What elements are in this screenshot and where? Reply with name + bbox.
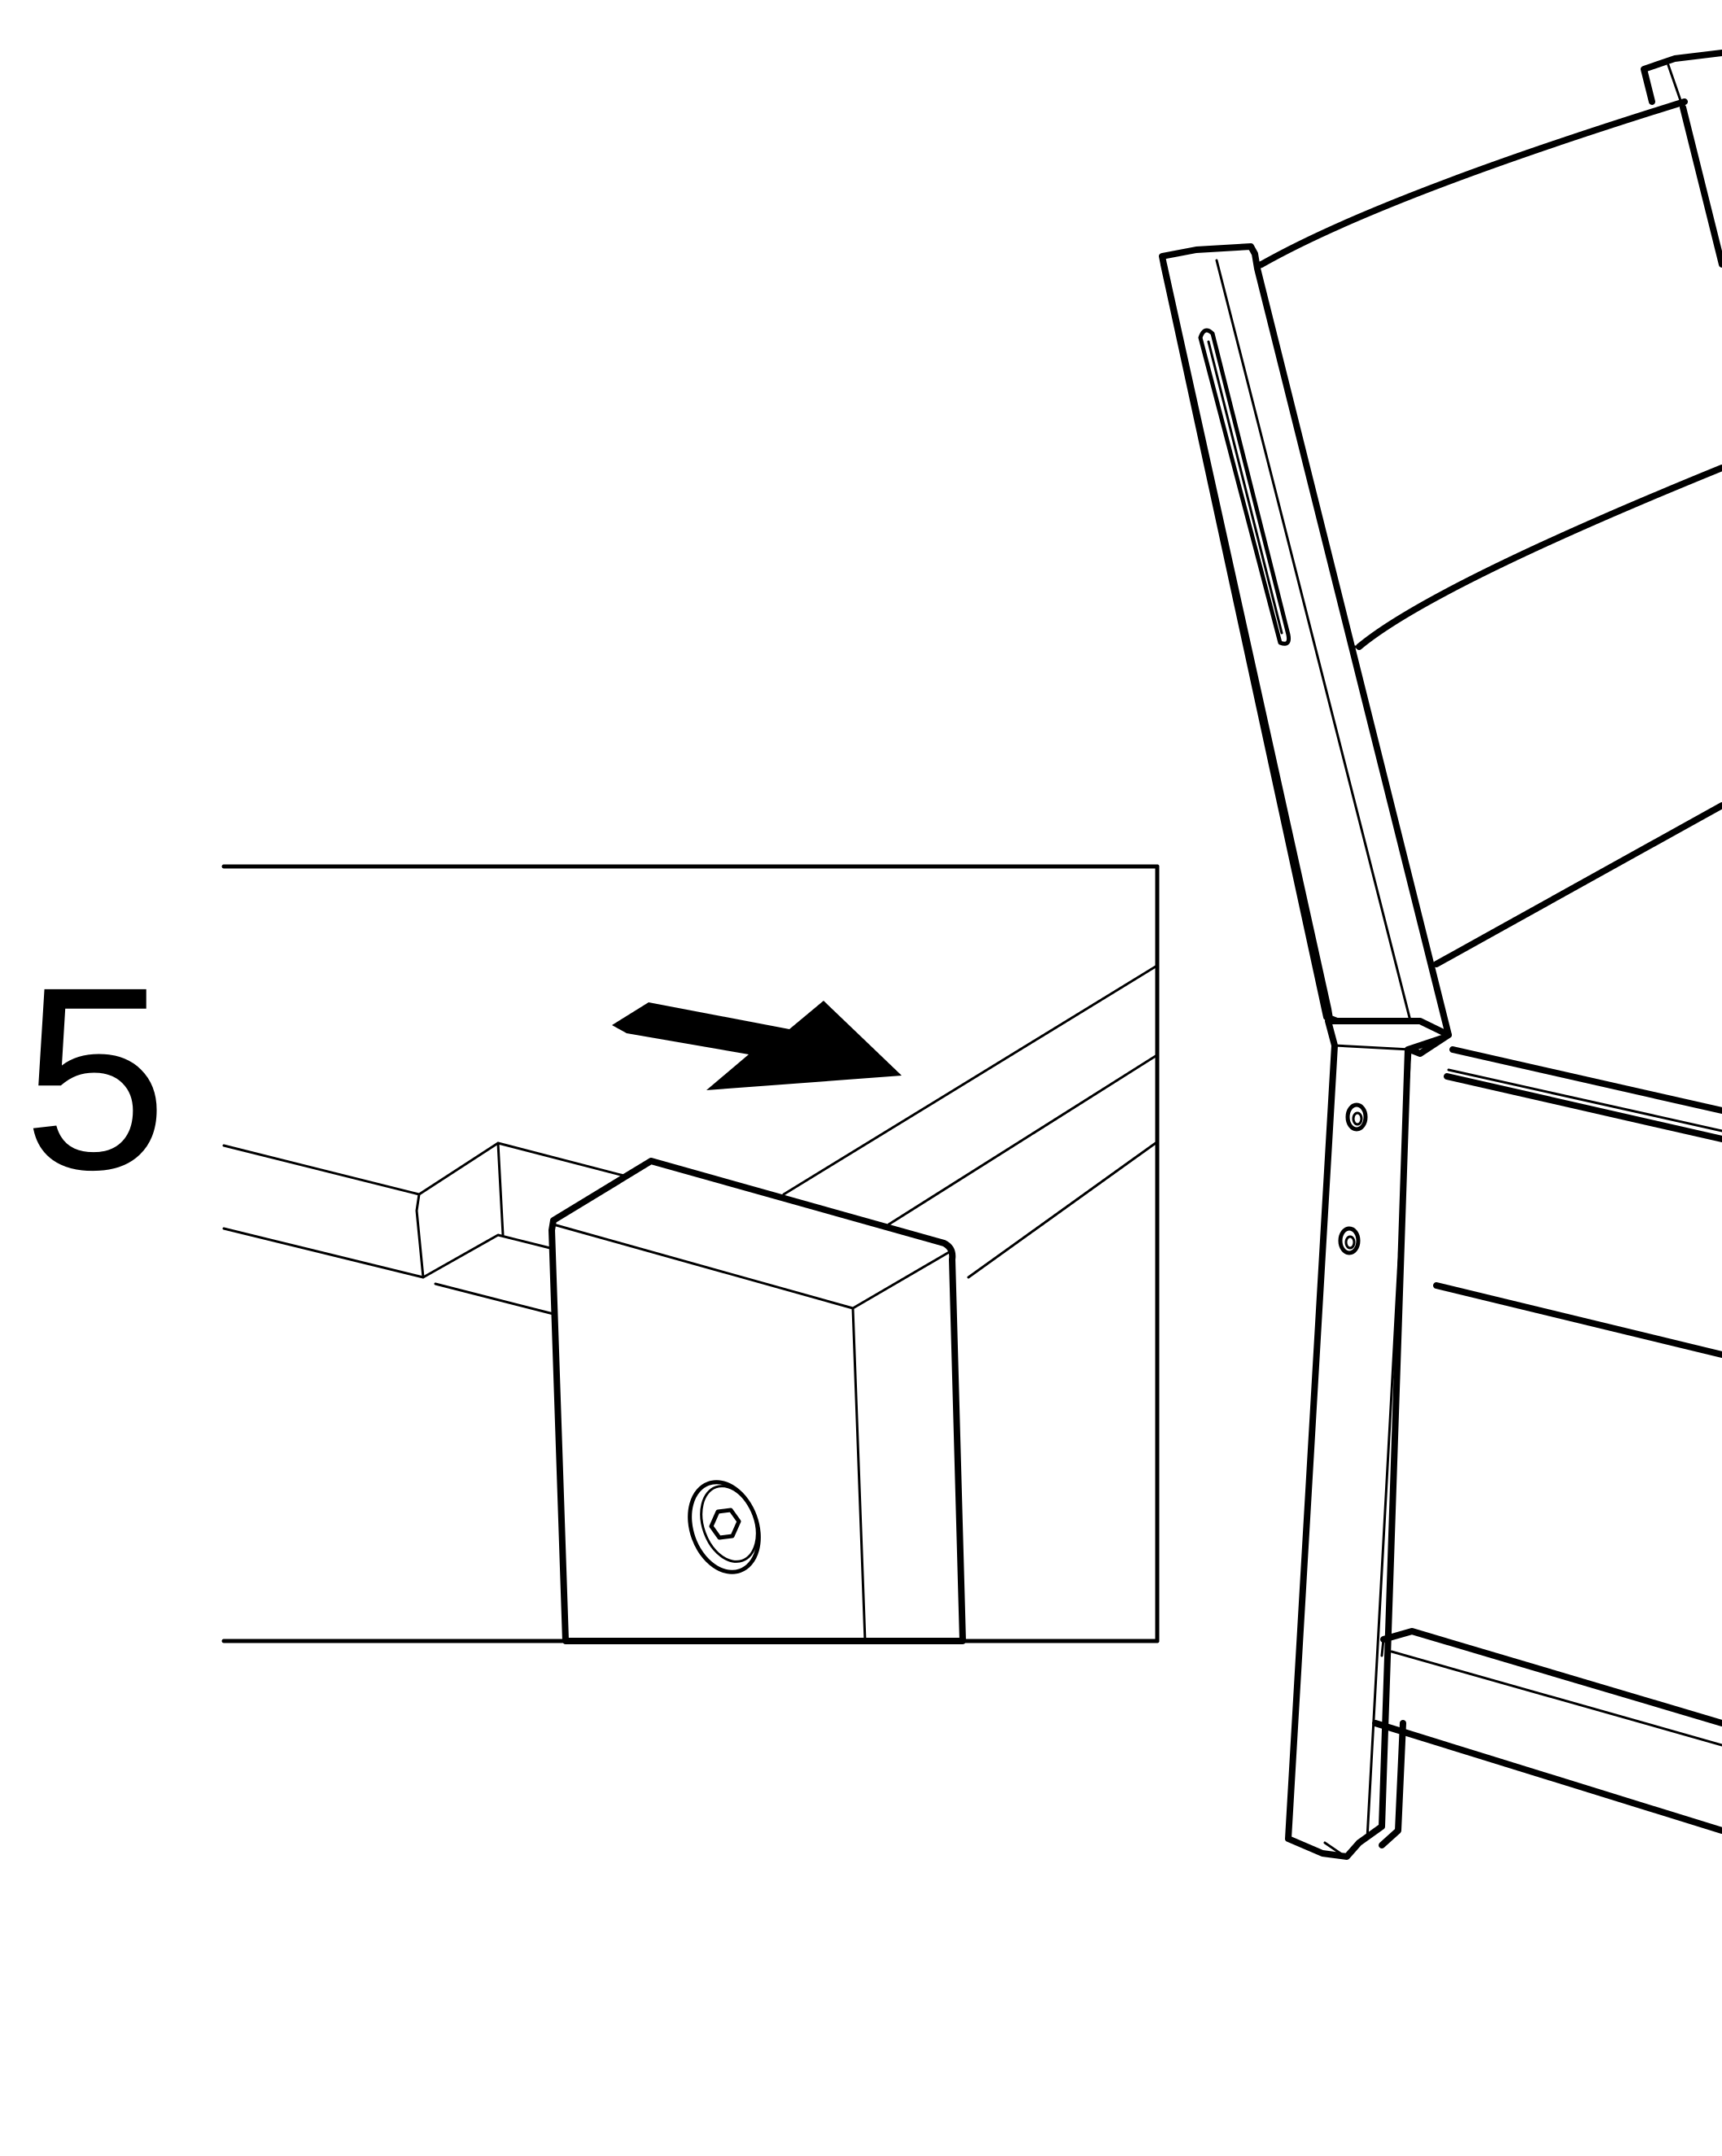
leg-block [549,1158,966,1644]
arrow-right-icon [612,1001,902,1090]
hex-bolt-icon [688,1480,761,1574]
side-rails [1372,1046,1722,1848]
far-back-post [1641,50,1722,268]
backrest-slats [1254,98,1722,967]
front-leg [1285,1018,1452,1860]
rail [222,965,1157,1316]
step-number: 5 [23,932,168,1224]
near-back-post [1159,243,1452,1057]
